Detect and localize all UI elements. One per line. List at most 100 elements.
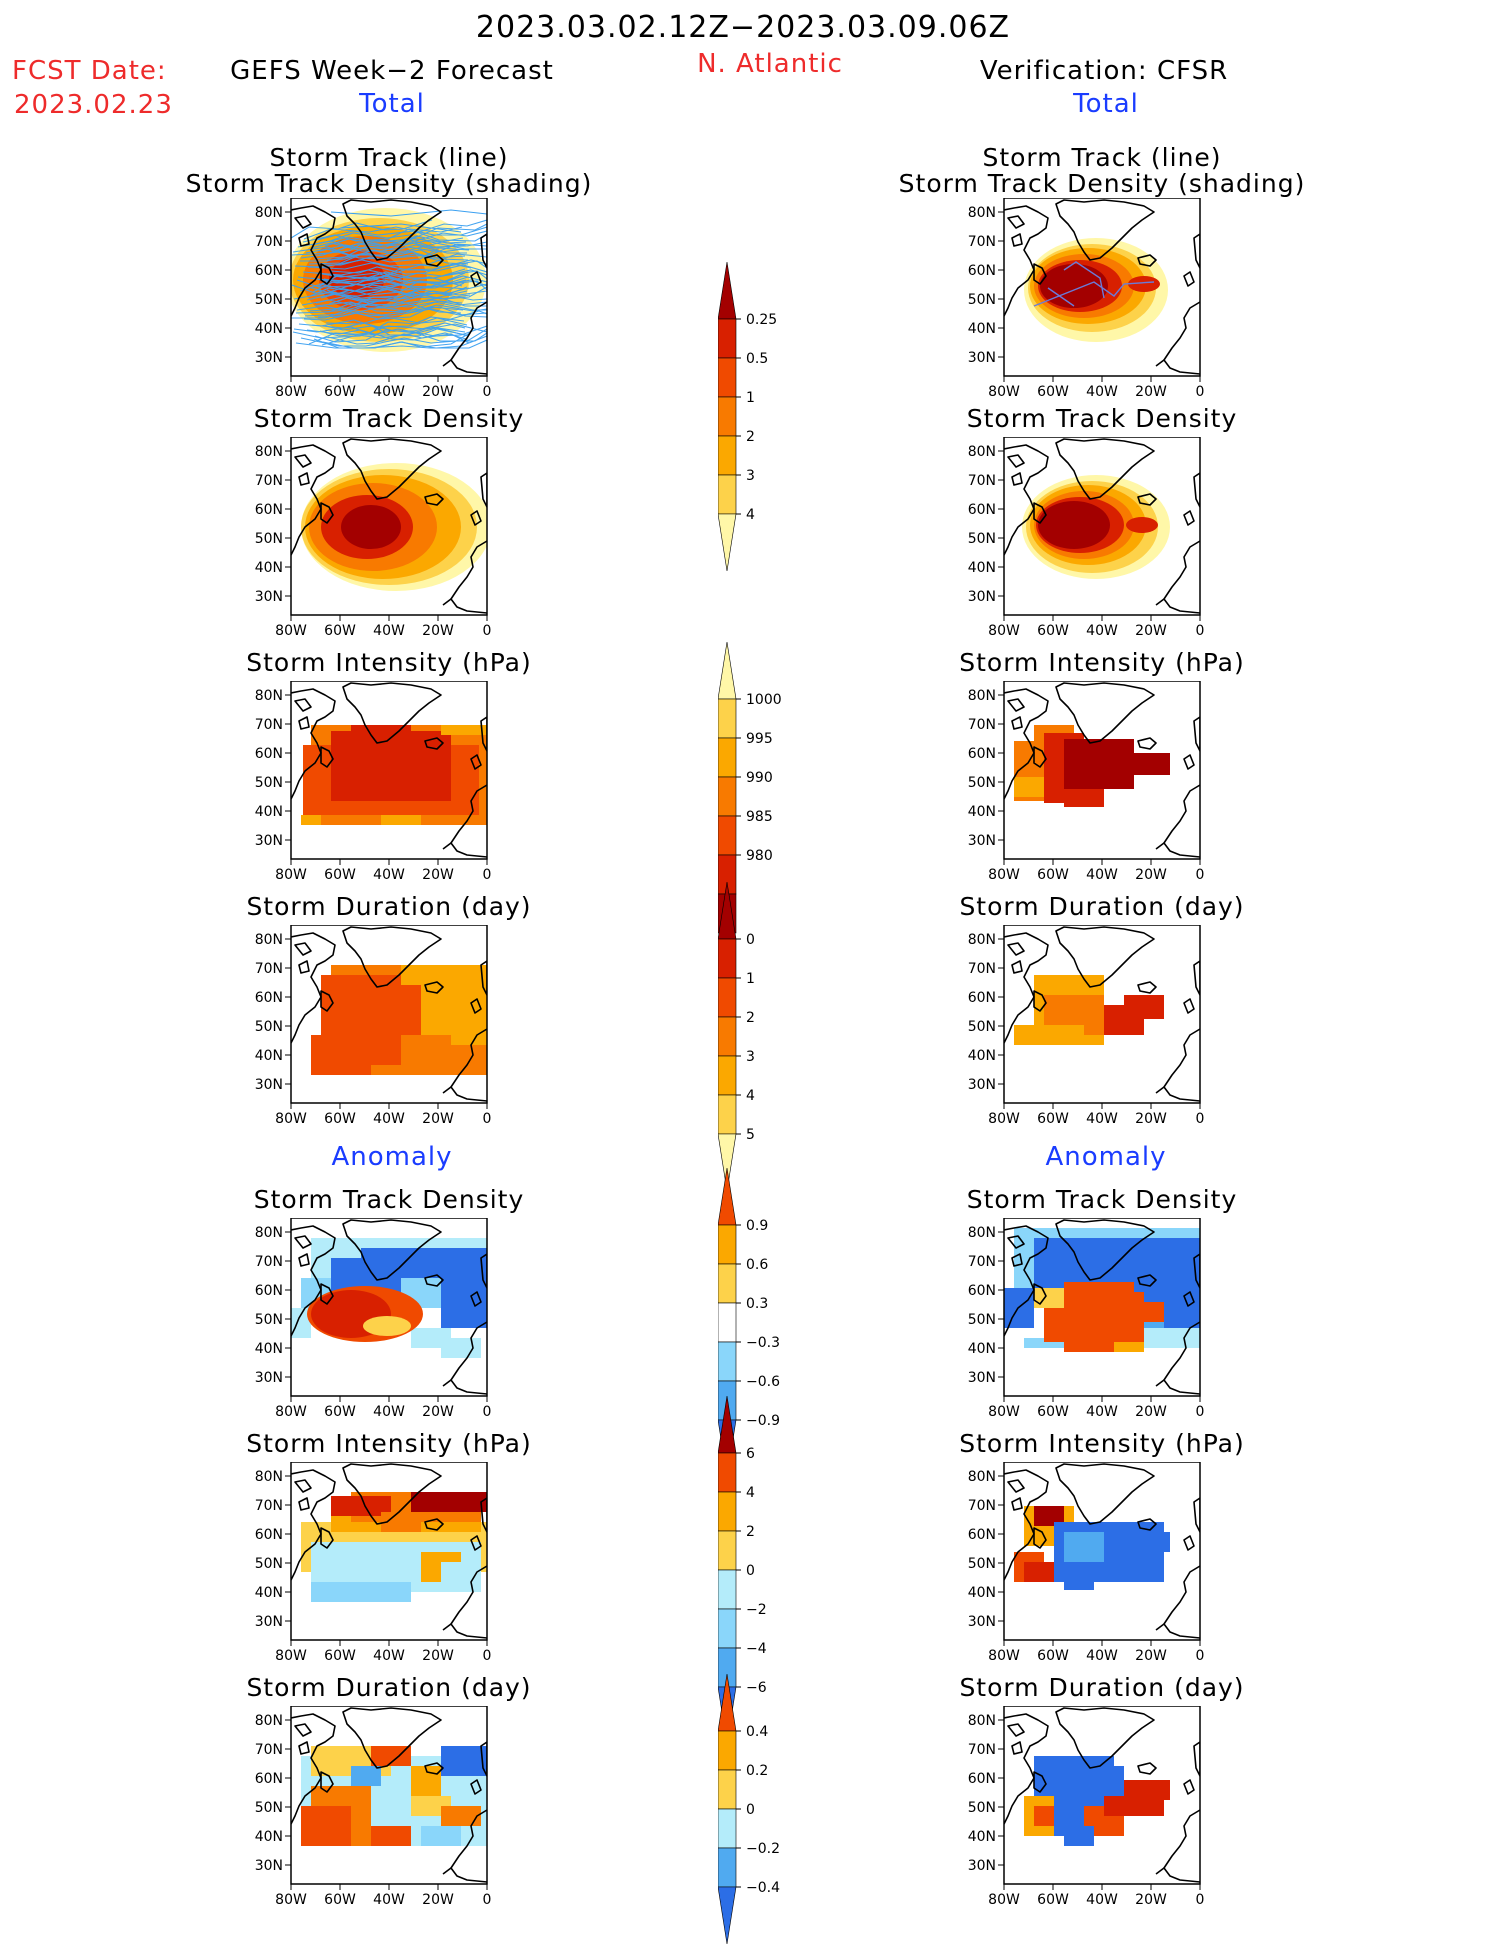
lon-tick-label: 0	[1196, 384, 1205, 400]
lon-tick-label: 40W	[1086, 1648, 1118, 1664]
lat-tick-label: 80N	[255, 205, 283, 221]
lat-tick-label: 30N	[255, 350, 283, 366]
colorbar-tick-label: 0.2	[746, 1763, 768, 1779]
lon-tick-label: 40W	[373, 867, 405, 883]
map-left-6: 80N 70N 60N 50N 40N 30N 80W 60W 40W 20W 0	[255, 1706, 492, 1908]
lon-tick-label: 60W	[1037, 623, 1069, 639]
lat-tick-label: 40N	[255, 804, 283, 820]
colorbar-tick-label: 0.6	[746, 1257, 768, 1273]
lon-tick-label: 80W	[988, 623, 1020, 639]
region-title: N. Atlantic	[697, 49, 843, 79]
lon-tick-label: 80W	[275, 1892, 307, 1908]
lon-tick-label: 20W	[1135, 1892, 1167, 1908]
lon-tick-label: 0	[1196, 1111, 1205, 1127]
lon-tick-label: 40W	[1086, 623, 1118, 639]
lon-tick-label: 80W	[275, 1404, 307, 1420]
lon-tick-label: 60W	[324, 1892, 356, 1908]
lat-tick-label: 60N	[255, 1527, 283, 1543]
lon-tick-label: 60W	[324, 1404, 356, 1420]
lat-tick-label: 60N	[968, 502, 996, 518]
colorbar-tick-label: 0.25	[746, 312, 777, 328]
lat-tick-label: 70N	[968, 1742, 996, 1758]
lat-tick-label: 50N	[255, 1800, 283, 1816]
map-right-4: 80N 70N 60N 50N 40N 30N 80W 60W 40W 20W 0	[968, 1218, 1204, 1420]
panel-title: Storm Intensity (hPa)	[959, 1429, 1245, 1458]
lat-tick-label: 40N	[968, 1829, 996, 1845]
fcst-label: FCST Date:	[12, 56, 167, 86]
panel-title: Storm Track Density (shading)	[898, 169, 1306, 198]
lat-tick-label: 80N	[968, 444, 996, 460]
map-right-6: 80N 70N 60N 50N 40N 30N 80W 60W 40W 20W 0	[968, 1706, 1205, 1908]
panel-title: Storm Intensity (hPa)	[246, 1429, 532, 1458]
map-right-3: 80N 70N 60N 50N 40N 30N 80W 60W 40W 20W 0	[968, 925, 1205, 1127]
colorbar-tick-label: −0.3	[746, 1335, 780, 1351]
map-left-4: 80N 70N 60N 50N 40N 30N 80W 60W 40W 20W 0	[255, 1218, 491, 1420]
panel-title: Storm Duration (day)	[959, 892, 1245, 921]
colorbar-tick-label: −0.4	[746, 1880, 780, 1896]
lon-tick-label: 60W	[324, 1111, 356, 1127]
lat-tick-label: 30N	[255, 833, 283, 849]
panel-title: Storm Track Density	[966, 1185, 1238, 1214]
colorbar-tick-label: −4	[746, 1641, 767, 1657]
period-title: 2023.03.02.12Z−2023.03.09.06Z	[475, 10, 1011, 45]
left-title: GEFS Week−2 Forecast	[230, 56, 554, 86]
lon-tick-label: 0	[483, 623, 492, 639]
colorbar-tick-label: −0.2	[746, 1841, 780, 1857]
lat-tick-label: 60N	[968, 1527, 996, 1543]
colorbar-tick-label: 1000	[746, 692, 782, 708]
colorbar-tick-label: 0.3	[746, 1296, 768, 1312]
lon-tick-label: 60W	[1037, 1111, 1069, 1127]
colorbar-tick-label: 5	[746, 1127, 755, 1143]
lat-tick-label: 70N	[255, 234, 283, 250]
panel-title: Storm Duration (day)	[246, 1673, 532, 1702]
map-right-0: 80N 70N 60N 50N 40N 30N 80W 60W 40W 20W 0	[968, 198, 1205, 400]
lat-tick-label: 40N	[255, 1341, 283, 1357]
lon-tick-label: 40W	[373, 384, 405, 400]
lat-tick-label: 30N	[255, 589, 283, 605]
panel-title: Storm Duration (day)	[246, 892, 532, 921]
lon-tick-label: 20W	[422, 1648, 454, 1664]
lat-tick-label: 60N	[255, 1771, 283, 1787]
lon-tick-label: 60W	[324, 384, 356, 400]
lat-tick-label: 30N	[968, 833, 996, 849]
lon-tick-label: 60W	[1037, 1404, 1069, 1420]
panel-title: Storm Duration (day)	[959, 1673, 1245, 1702]
lon-tick-label: 0	[1196, 1648, 1205, 1664]
lon-tick-label: 0	[1196, 1892, 1205, 1908]
lon-tick-label: 0	[483, 1892, 492, 1908]
colorbar-tick-label: 3	[746, 468, 755, 484]
lat-tick-label: 50N	[255, 1312, 283, 1328]
lat-tick-label: 30N	[968, 350, 996, 366]
lon-tick-label: 80W	[275, 1111, 307, 1127]
lat-tick-label: 80N	[255, 1469, 283, 1485]
lon-tick-label: 0	[483, 867, 492, 883]
colorbar-tick-label: 4	[746, 1485, 755, 1501]
lat-tick-label: 40N	[968, 321, 996, 337]
lat-tick-label: 50N	[968, 531, 996, 547]
lat-tick-label: 30N	[968, 1614, 996, 1630]
lat-tick-label: 80N	[255, 1225, 283, 1241]
lon-tick-label: 40W	[373, 1111, 405, 1127]
lat-tick-label: 70N	[255, 1742, 283, 1758]
panel-title: Storm Track Density	[253, 404, 525, 433]
lat-tick-label: 70N	[255, 961, 283, 977]
colorbar-tick-label: −0.9	[746, 1413, 780, 1429]
lat-tick-label: 40N	[968, 560, 996, 576]
lat-tick-label: 80N	[255, 444, 283, 460]
lat-tick-label: 50N	[968, 1800, 996, 1816]
lon-tick-label: 60W	[324, 623, 356, 639]
colorbar-tick-label: −2	[746, 1602, 767, 1618]
lat-tick-label: 40N	[968, 804, 996, 820]
panel-title: Storm Intensity (hPa)	[959, 648, 1245, 677]
lat-tick-label: 80N	[968, 1469, 996, 1485]
lat-tick-label: 30N	[255, 1370, 283, 1386]
colorbar-tick-label: 1	[746, 971, 755, 987]
lat-tick-label: 50N	[255, 1019, 283, 1035]
colorbar-tick-label: 3	[746, 1049, 755, 1065]
lat-tick-label: 80N	[968, 688, 996, 704]
lon-tick-label: 20W	[422, 623, 454, 639]
lat-tick-label: 80N	[255, 1713, 283, 1729]
map-right-5: 80N 70N 60N 50N 40N 30N 80W 60W 40W 20W 0	[968, 1462, 1205, 1664]
colorbar-tick-label: 985	[746, 809, 773, 825]
colorbar-storm_track_density-total: 0.25 0.5 1 2 3 4	[718, 261, 777, 572]
